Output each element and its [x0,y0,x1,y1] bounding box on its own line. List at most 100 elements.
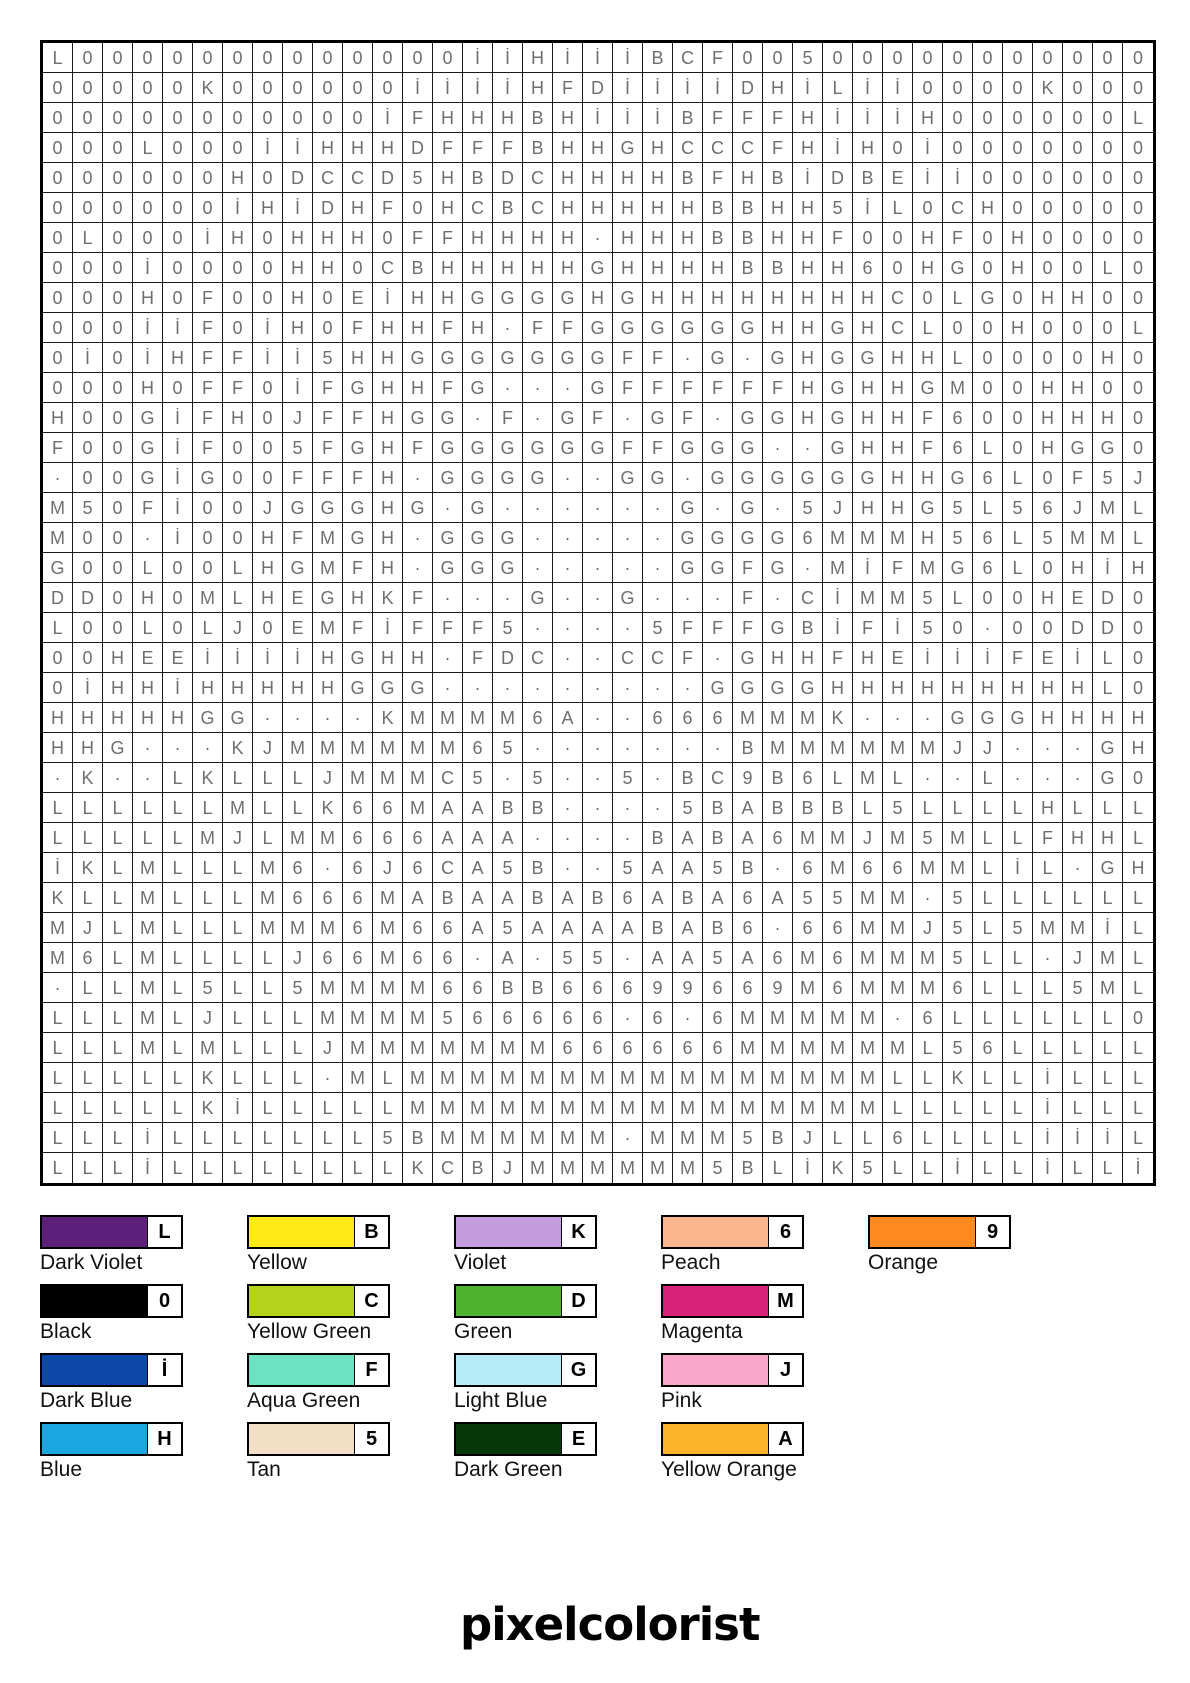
grid-cell[interactable]: 0 [943,313,973,343]
grid-cell[interactable]: M [133,883,163,913]
grid-cell[interactable]: · [613,733,643,763]
grid-cell[interactable]: F [463,133,493,163]
grid-cell[interactable]: · [553,643,583,673]
grid-cell[interactable]: L [43,793,73,823]
grid-cell[interactable]: F [703,163,733,193]
grid-cell[interactable]: 0 [1063,253,1093,283]
grid-cell[interactable]: 0 [43,103,73,133]
grid-cell[interactable]: M [583,1123,613,1153]
grid-cell[interactable]: · [493,583,523,613]
grid-cell[interactable]: M [643,1153,673,1183]
grid-cell[interactable]: C [703,763,733,793]
grid-cell[interactable]: G [583,253,613,283]
grid-cell[interactable]: G [343,523,373,553]
grid-cell[interactable]: C [673,133,703,163]
grid-cell[interactable]: M [853,523,883,553]
grid-cell[interactable]: L [343,1093,373,1123]
grid-cell[interactable]: H [493,253,523,283]
grid-cell[interactable]: 5 [1093,463,1123,493]
grid-cell[interactable]: 0 [373,223,403,253]
grid-cell[interactable]: F [703,103,733,133]
grid-cell[interactable]: F [703,43,733,73]
grid-cell[interactable]: H [1063,403,1093,433]
grid-cell[interactable]: H [103,673,133,703]
grid-cell[interactable]: G [733,463,763,493]
grid-cell[interactable]: L [103,943,133,973]
grid-cell[interactable]: L [43,1153,73,1183]
grid-cell[interactable]: H [853,493,883,523]
grid-cell[interactable]: C [703,133,733,163]
grid-cell[interactable]: 9 [733,763,763,793]
grid-cell[interactable]: A [433,793,463,823]
grid-cell[interactable]: İ [283,643,313,673]
grid-cell[interactable]: 0 [103,433,133,463]
grid-cell[interactable]: 0 [913,73,943,103]
grid-cell[interactable]: H [1003,313,1033,343]
grid-cell[interactable]: 0 [73,163,103,193]
grid-cell[interactable]: 0 [223,253,253,283]
grid-cell[interactable]: A [643,853,673,883]
grid-cell[interactable]: A [643,883,673,913]
grid-cell[interactable]: 0 [193,253,223,283]
grid-cell[interactable]: L [853,793,883,823]
grid-cell[interactable]: L [253,1033,283,1063]
grid-cell[interactable]: 6 [403,853,433,883]
grid-cell[interactable]: · [673,343,703,373]
grid-cell[interactable]: G [733,433,763,463]
grid-cell[interactable]: · [193,733,223,763]
grid-cell[interactable]: · [613,403,643,433]
grid-cell[interactable]: 6 [403,823,433,853]
grid-cell[interactable]: · [523,493,553,523]
grid-cell[interactable]: 6 [343,883,373,913]
grid-cell[interactable]: L [943,1093,973,1123]
grid-cell[interactable]: G [913,373,943,403]
grid-cell[interactable]: · [523,553,553,583]
grid-cell[interactable]: H [673,283,703,313]
grid-cell[interactable]: F [853,613,883,643]
grid-cell[interactable]: F [763,103,793,133]
grid-cell[interactable]: L [1033,853,1063,883]
grid-cell[interactable]: M [43,913,73,943]
grid-cell[interactable]: G [733,313,763,343]
grid-cell[interactable]: B [523,133,553,163]
grid-cell[interactable]: 6 [343,793,373,823]
grid-cell[interactable]: L [163,913,193,943]
grid-cell[interactable]: · [673,1003,703,1033]
grid-cell[interactable]: 0 [253,463,283,493]
grid-cell[interactable]: 0 [1093,73,1123,103]
grid-cell[interactable]: L [1123,493,1153,523]
grid-cell[interactable]: 6 [403,943,433,973]
grid-cell[interactable]: · [673,733,703,763]
grid-cell[interactable]: H [913,673,943,703]
grid-cell[interactable]: L [223,1003,253,1033]
grid-cell[interactable]: 0 [103,43,133,73]
grid-cell[interactable]: 0 [103,553,133,583]
grid-cell[interactable]: H [763,643,793,673]
grid-cell[interactable]: M [403,733,433,763]
grid-cell[interactable]: 0 [1123,583,1153,613]
grid-cell[interactable]: · [703,403,733,433]
grid-cell[interactable]: 0 [223,463,253,493]
grid-cell[interactable]: H [1093,343,1123,373]
grid-cell[interactable]: L [1123,523,1153,553]
grid-cell[interactable]: · [1033,943,1063,973]
grid-cell[interactable]: M [883,943,913,973]
grid-cell[interactable]: İ [913,133,943,163]
grid-cell[interactable]: L [943,1003,973,1033]
grid-cell[interactable]: G [733,523,763,553]
grid-cell[interactable]: 0 [103,373,133,403]
grid-cell[interactable]: F [373,193,403,223]
grid-cell[interactable]: M [763,1033,793,1063]
grid-cell[interactable]: İ [793,73,823,103]
grid-cell[interactable]: H [823,283,853,313]
grid-cell[interactable]: L [1093,1063,1123,1093]
grid-cell[interactable]: D [1093,613,1123,643]
grid-cell[interactable]: L [1093,1003,1123,1033]
grid-cell[interactable]: M [193,823,223,853]
grid-cell[interactable]: H [283,223,313,253]
grid-cell[interactable]: 6 [823,973,853,1003]
grid-cell[interactable]: · [583,523,613,553]
grid-cell[interactable]: M [793,703,823,733]
grid-cell[interactable]: B [523,853,553,883]
grid-cell[interactable]: 5 [673,793,703,823]
